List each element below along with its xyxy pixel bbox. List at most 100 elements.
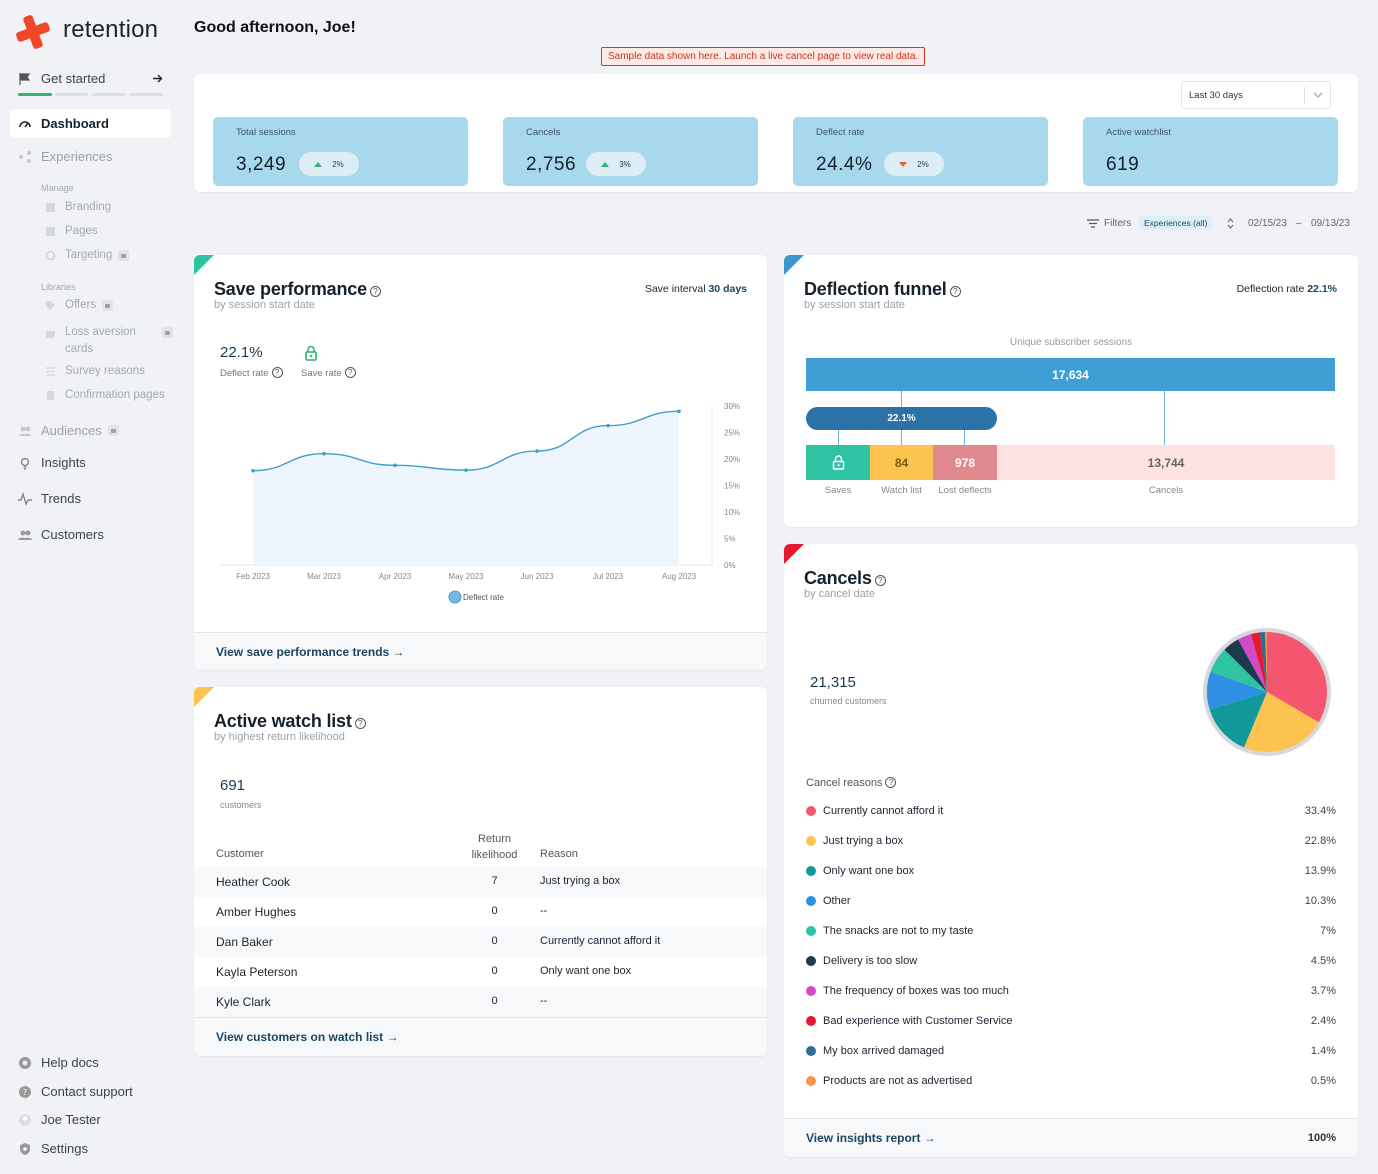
view-watch-list-link[interactable]: View customers on watch list → xyxy=(216,1030,399,1044)
pie-slice[interactable] xyxy=(1267,632,1327,723)
cancel-reason-row: My box arrived damaged 1.4% xyxy=(806,1045,1336,1057)
return-score: 0 xyxy=(491,965,498,977)
sidebar-item-dashboard[interactable]: Dashboard xyxy=(18,116,109,131)
view-insights-link[interactable]: View insights report → xyxy=(806,1131,936,1145)
y-tick-label: 10% xyxy=(724,508,740,517)
sidebar-item-confirmation-pages[interactable]: Confirmation pages xyxy=(45,389,165,401)
data-point[interactable] xyxy=(677,409,681,414)
customer-name[interactable]: Kyle Clark xyxy=(216,995,271,1009)
card-title-text: Active watch list xyxy=(214,711,352,731)
sidebar-item-settings[interactable]: Settings xyxy=(18,1141,88,1156)
legend-dot xyxy=(806,986,816,996)
date-range-select[interactable]: Last 30 days xyxy=(1181,81,1331,109)
x-tick-label: Apr 2023 xyxy=(379,572,412,581)
date-start[interactable]: 02/15/23 xyxy=(1248,218,1287,229)
help-icon[interactable]: ? xyxy=(354,718,366,729)
card-accent xyxy=(194,255,214,275)
return-score: 7 xyxy=(491,875,498,887)
sidebar-item-user[interactable]: Joe Tester xyxy=(18,1112,101,1127)
sidebar-item-loss-aversion-cards[interactable]: Loss aversion cards xyxy=(45,324,173,358)
target-icon xyxy=(45,250,56,260)
sidebar-item-label: Insights xyxy=(41,455,86,470)
retention-logo-icon[interactable] xyxy=(16,15,50,49)
legend-dot xyxy=(806,956,816,966)
customer-name[interactable]: Amber Hughes xyxy=(216,905,297,919)
sidebar-item-customers[interactable]: Customers xyxy=(18,527,104,542)
customer-name[interactable]: Dan Baker xyxy=(216,935,273,949)
help-icon[interactable]: ? xyxy=(369,286,381,297)
cancel-reason-pct: 1.4% xyxy=(1310,1045,1336,1057)
funnel-saves-bar xyxy=(806,445,870,480)
sidebar-item-survey-reasons[interactable]: Survey reasons xyxy=(45,365,145,377)
save-interval[interactable]: Save interval 30 days xyxy=(645,283,747,295)
brand-name[interactable]: retention xyxy=(63,16,159,43)
data-point[interactable] xyxy=(322,451,326,456)
filters-label[interactable]: Filters xyxy=(1104,218,1132,229)
filter-chip-experiences[interactable]: Experiences (all) xyxy=(1139,216,1213,230)
customer-name[interactable]: Heather Cook xyxy=(216,875,291,889)
x-tick-label: Jul 2023 xyxy=(593,572,624,581)
gauge-icon xyxy=(19,120,31,127)
help-icon[interactable]: ? xyxy=(874,575,886,586)
sidebar-item-trends[interactable]: Trends xyxy=(18,491,81,506)
pie-slice[interactable] xyxy=(1224,639,1267,692)
pie-slice[interactable] xyxy=(1238,634,1267,692)
pie-slice[interactable] xyxy=(1250,632,1267,692)
card-accent xyxy=(784,544,804,564)
arrow-right-icon[interactable] xyxy=(152,73,163,84)
pie-slice[interactable] xyxy=(1207,671,1267,710)
data-point[interactable] xyxy=(464,468,468,472)
col-header-return-line: likelihood xyxy=(471,849,518,861)
help-icon[interactable]: ? xyxy=(949,286,961,297)
sidebar-heading-libraries: Libraries xyxy=(41,282,76,292)
data-point[interactable] xyxy=(393,463,397,468)
churned-count-label: churned customers xyxy=(810,696,887,706)
sidebar-item-insights[interactable]: Insights xyxy=(18,455,86,470)
sidebar-item-get-started[interactable]: Get started xyxy=(18,71,105,86)
sidebar-item-pages[interactable]: Pages xyxy=(45,225,98,237)
cancel-reason-pct: 10.3% xyxy=(1304,895,1336,907)
cancel-reason-row: Products are not as advertised 0.5% xyxy=(806,1075,1336,1087)
data-point[interactable] xyxy=(606,423,610,428)
sidebar-item-experiences[interactable]: Experiences xyxy=(18,149,113,164)
sidebar-item-label: cards xyxy=(65,343,94,355)
legend-dot xyxy=(806,836,816,846)
filter-icon[interactable] xyxy=(1087,219,1099,228)
legend-dot xyxy=(806,926,816,936)
pie-slice[interactable] xyxy=(1265,632,1267,692)
pie-slice[interactable] xyxy=(1209,692,1267,748)
help-icon[interactable]: ? xyxy=(885,777,897,788)
cancel-reason-pct: 7% xyxy=(1320,925,1336,937)
sidebar-item-offers[interactable]: Offers xyxy=(45,299,114,311)
sidebar-item-contact-support[interactable]: ? Contact support xyxy=(18,1084,133,1099)
col-header-return: Return likelihood xyxy=(454,831,535,863)
table-row[interactable]: Kayla Peterson 0 Only want one box xyxy=(194,957,767,987)
pie-slice[interactable] xyxy=(1210,649,1267,692)
view-save-performance-link[interactable]: View save performance trends → xyxy=(216,645,405,659)
deflection-funnel-card: Deflection funnel? by session start date… xyxy=(784,255,1358,527)
pie-slice[interactable] xyxy=(1244,692,1319,752)
table-row[interactable]: Dan Baker 0 Currently cannot afford it xyxy=(194,927,767,957)
deflection-rate: Deflection rate 22.1% xyxy=(1237,283,1337,295)
help-icon[interactable]: ? xyxy=(344,367,356,378)
table-row[interactable]: Kyle Clark 0 -- xyxy=(194,987,767,1017)
table-row[interactable]: Heather Cook 7 Just trying a box xyxy=(194,867,767,897)
card-footer: View customers on watch list → xyxy=(194,1017,767,1056)
sidebar-item-audiences[interactable]: Audiences xyxy=(18,423,119,438)
data-point[interactable] xyxy=(251,468,255,473)
sort-icon[interactable] xyxy=(1227,218,1234,229)
pie-slice[interactable] xyxy=(1259,632,1267,692)
data-point[interactable] xyxy=(535,449,539,453)
date-end[interactable]: 09/13/23 xyxy=(1311,218,1350,229)
date-separator: – xyxy=(1296,218,1302,229)
customer-name[interactable]: Kayla Peterson xyxy=(216,965,298,979)
cancel-reason-row: Just trying a box 22.8% xyxy=(806,835,1336,847)
sidebar-item-branding[interactable]: Branding xyxy=(45,201,111,213)
card-title-text: Deflection funnel xyxy=(804,279,947,299)
funnel-connector xyxy=(901,429,902,445)
sidebar-item-help-docs[interactable]: Help docs xyxy=(18,1055,99,1070)
help-icon[interactable]: ? xyxy=(271,367,283,378)
table-row[interactable]: Amber Hughes 0 -- xyxy=(194,897,767,927)
sidebar-item-targeting[interactable]: Targeting xyxy=(45,249,130,261)
sample-data-banner: Sample data shown here. Launch a live ca… xyxy=(601,47,926,66)
